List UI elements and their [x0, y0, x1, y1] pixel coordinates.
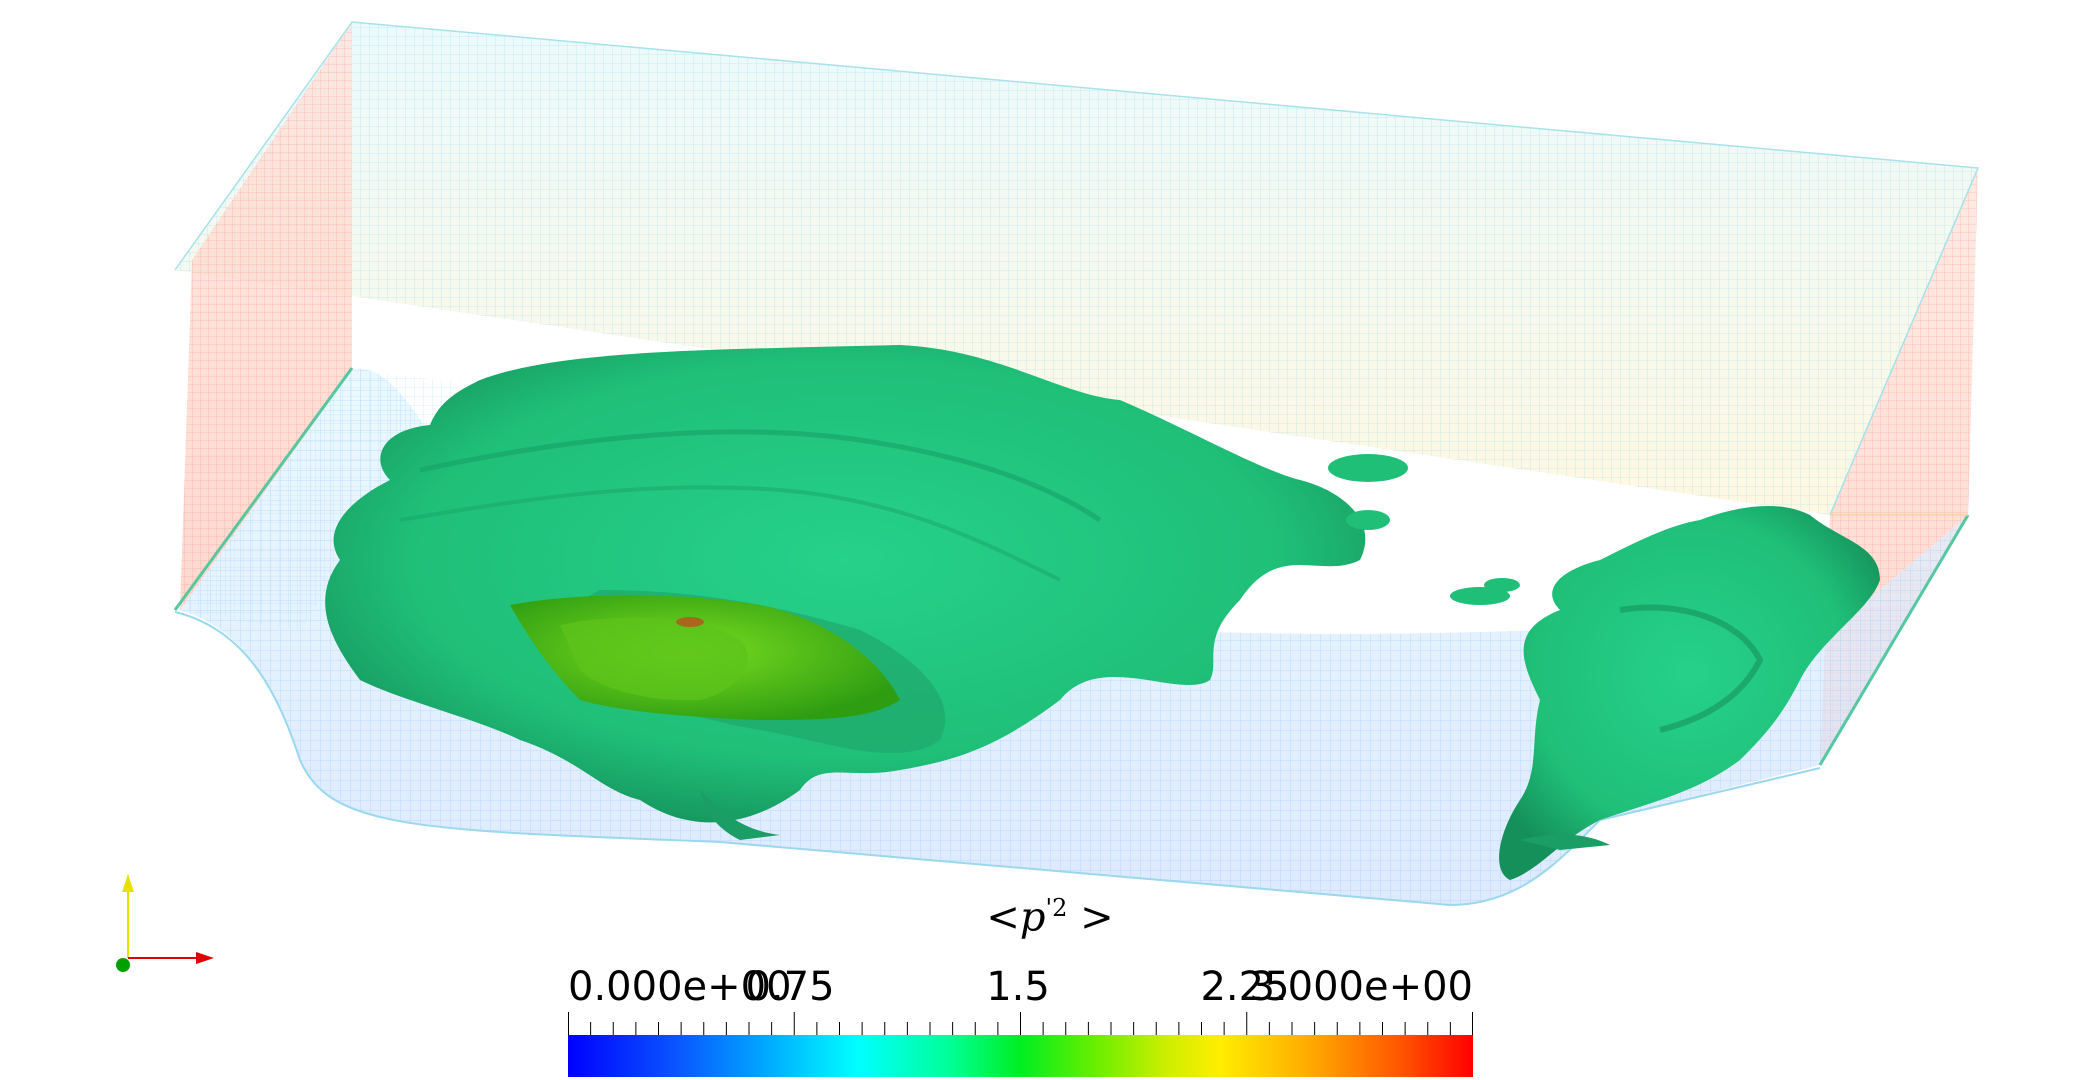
isosurface-downstream [1499, 505, 1880, 880]
isosurface-core [510, 595, 900, 720]
colorbar-label-1-5: 1.5 [986, 964, 1050, 1010]
colorbar-label-2-25: 2.25 [1200, 964, 1290, 1010]
orientation-axes-icon [116, 874, 214, 972]
colorbar-label-0-75: 0.75 [745, 964, 835, 1010]
colorbar-label-max: 3.000e+00 [1249, 964, 1473, 1010]
colorbar [568, 1035, 1473, 1077]
scalar-bar-title: <p'2 > [986, 894, 1114, 941]
colorbar-ticks [568, 1012, 1473, 1036]
colorbar-label-min: 0.000e+00 [568, 964, 792, 1010]
